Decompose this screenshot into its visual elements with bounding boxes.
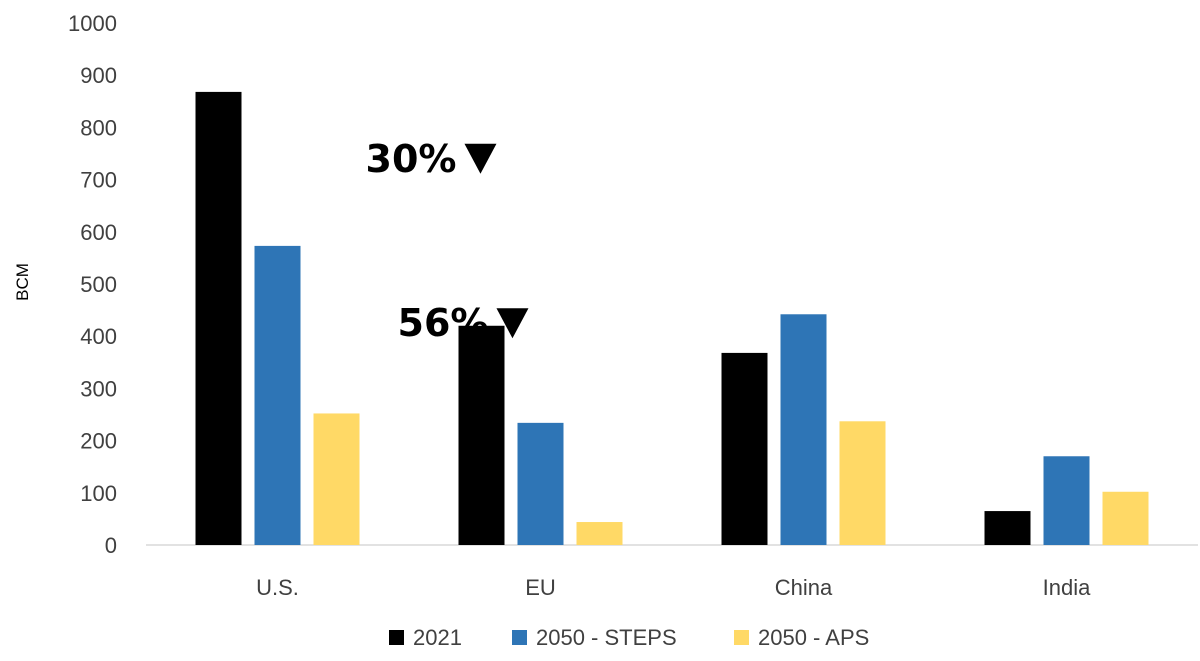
x-axis-ticks: U.S. EU China India <box>256 575 1091 600</box>
legend: 2021 2050 - STEPS 2050 - APS <box>389 625 869 650</box>
down-triangle-icon <box>496 308 529 339</box>
legend-label: 2050 - STEPS <box>536 625 677 650</box>
bar <box>1043 456 1090 545</box>
y-tick-label: 100 <box>80 481 117 506</box>
annotations: 30% 56% <box>366 137 529 345</box>
bar <box>313 413 360 545</box>
y-tick-label: 600 <box>80 220 117 245</box>
x-tick-label: China <box>775 575 833 600</box>
bars <box>195 91 1149 546</box>
legend-swatch <box>734 630 749 645</box>
y-axis-label: BCM <box>13 263 32 301</box>
bar <box>984 511 1031 545</box>
y-axis-ticks: 0 100 200 300 400 500 600 700 800 900 1000 <box>68 11 117 558</box>
bar <box>195 91 242 546</box>
y-tick-label: 800 <box>80 115 117 140</box>
down-triangle-icon <box>464 143 497 174</box>
y-tick-label: 300 <box>80 376 117 401</box>
x-tick-label: EU <box>525 575 556 600</box>
bar <box>839 421 886 545</box>
y-tick-label: 900 <box>80 63 117 88</box>
y-tick-label: 700 <box>80 168 117 193</box>
bar <box>721 352 768 545</box>
y-tick-label: 1000 <box>68 11 117 36</box>
legend-label: 2021 <box>413 625 462 650</box>
bar <box>1102 491 1149 545</box>
y-tick-label: 400 <box>80 324 117 349</box>
y-tick-label: 500 <box>80 272 117 297</box>
bar <box>780 314 827 545</box>
bar <box>458 325 505 545</box>
annotation-label: 30% <box>366 137 457 181</box>
legend-swatch <box>389 630 404 645</box>
y-tick-label: 0 <box>105 533 117 558</box>
bar <box>576 522 623 545</box>
bar <box>254 245 301 546</box>
annotation-label: 56% <box>398 301 489 345</box>
y-tick-label: 200 <box>80 429 117 454</box>
x-tick-label: India <box>1043 575 1091 600</box>
legend-label: 2050 - APS <box>758 625 869 650</box>
bar <box>517 422 564 545</box>
legend-swatch <box>512 630 527 645</box>
x-tick-label: U.S. <box>256 575 299 600</box>
